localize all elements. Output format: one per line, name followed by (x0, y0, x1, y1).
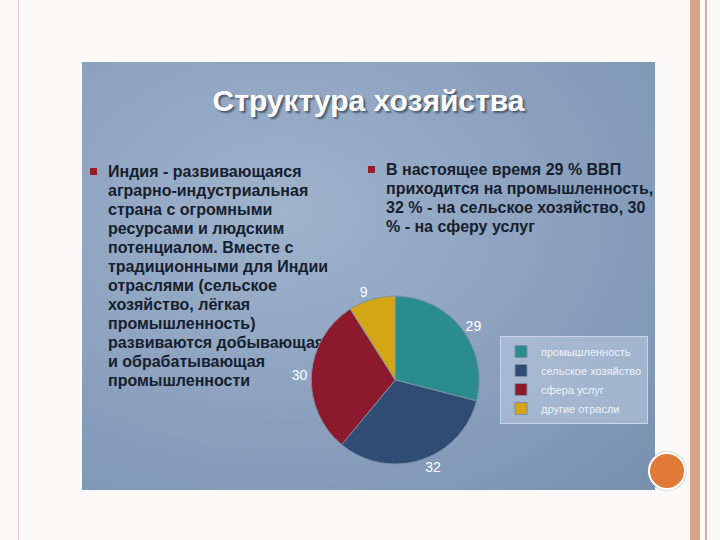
svg-text:другие отрасли: другие отрасли (541, 403, 619, 415)
svg-text:9: 9 (360, 284, 368, 300)
svg-text:сфера услуг: сфера услуг (541, 384, 604, 396)
svg-text:30: 30 (292, 367, 308, 383)
svg-text:сельское хозяйство: сельское хозяйство (541, 365, 641, 377)
svg-text:промышленность: промышленность (541, 346, 631, 358)
svg-text:32: 32 (425, 459, 441, 475)
svg-text:29: 29 (466, 318, 482, 334)
